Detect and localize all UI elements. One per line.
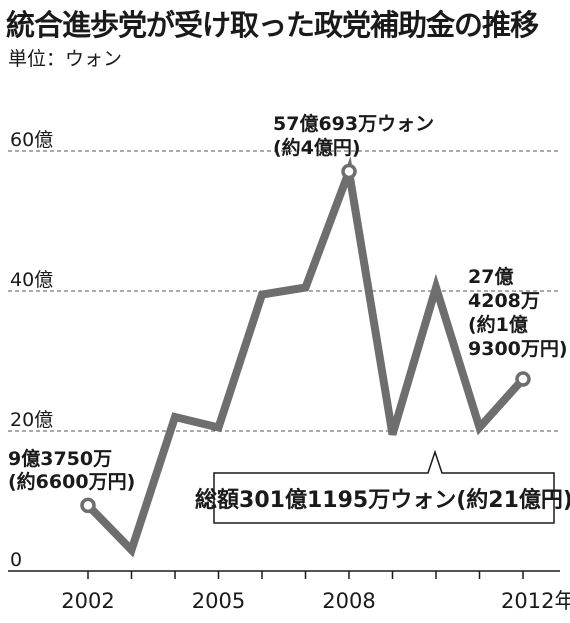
y-tick-label-60: 60億 — [10, 129, 53, 151]
annotation-2012-line-1: 4208万 — [468, 290, 540, 312]
chart-title: 統合進歩党が受け取った政党補助金の推移 — [6, 8, 539, 42]
annotation-2012-line-0: 27億 — [468, 265, 513, 288]
annotation-2002-line-1: (約6600万円) — [8, 470, 135, 493]
total-callout-box — [213, 449, 555, 524]
unit-label: 単位：ウォン — [8, 48, 123, 70]
series-line — [85, 156, 526, 558]
total-callout-text: 総額301億1195万ウォン(約21億円) — [195, 487, 570, 513]
x-tick-label-2008: 2008 — [322, 589, 375, 613]
data-point-2012 — [515, 371, 531, 387]
x-tick-label-2012: 2012年 — [501, 589, 570, 613]
data-point-2008 — [341, 163, 357, 180]
x-tick-label-2005: 2005 — [192, 589, 245, 613]
annotation-2008-line-0: 57億693万ウォン — [273, 112, 434, 135]
y-tick-label-0: 0 — [10, 549, 22, 571]
data-point-2002 — [80, 497, 96, 514]
x-tick-label-2002: 2002 — [61, 589, 114, 613]
annotation-2008-line-1: (約4億円) — [273, 136, 361, 159]
y-tick-label-20: 20億 — [10, 409, 53, 431]
annotation-2012-line-2: (約1億 — [468, 313, 528, 336]
annotation-2002-line-0: 9億3750万 — [8, 447, 112, 470]
y-tick-label-40: 40億 — [10, 269, 53, 291]
annotation-2012-line-3: 9300万円) — [468, 338, 568, 360]
